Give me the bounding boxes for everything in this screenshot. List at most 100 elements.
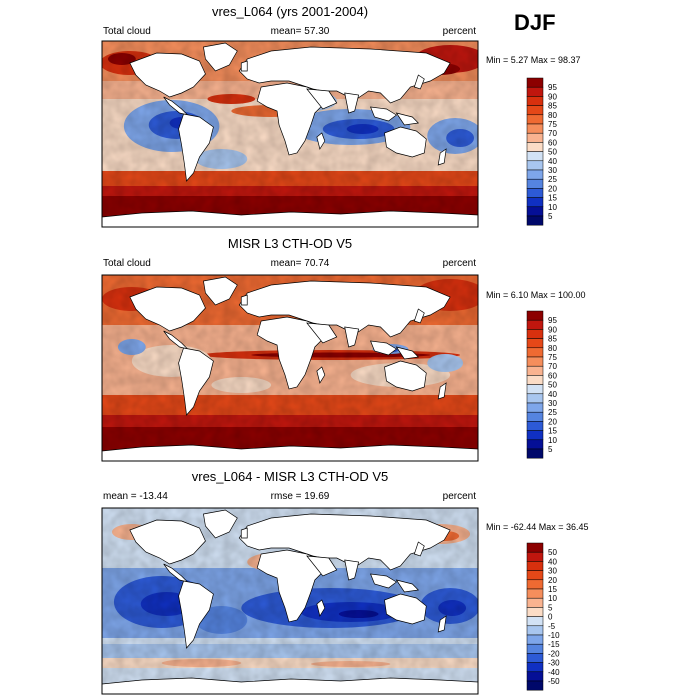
panel-1-map [102, 41, 478, 227]
panel-3-stats: Min = -62.44 Max = 36.45 [486, 522, 589, 532]
colorbar-tick-label: 5 [548, 212, 553, 221]
colorbar-box [526, 169, 544, 180]
colorbar-tick-label: -30 [548, 659, 560, 668]
colorbar-tick-label: -50 [548, 677, 560, 686]
panel-1-title: vres_L064 (yrs 2001-2004) [212, 4, 368, 19]
colorbar-box [526, 123, 544, 134]
colorbar-box [526, 215, 544, 226]
panel-1-frame [101, 40, 479, 228]
panel-obs: MISR L3 CTH-OD V5 Total cloud mean= 70.7… [101, 236, 586, 462]
season-label: DJF [514, 10, 556, 35]
colorbar-box [526, 607, 544, 617]
colorbar-tick-label: 25 [548, 408, 557, 417]
colorbar-box [526, 310, 544, 321]
colorbar-box [526, 597, 544, 608]
colorbar-tick-label: 5 [548, 603, 553, 612]
panel-diff: vres_L064 - MISR L3 CTH-OD V5 mean = -13… [101, 469, 589, 695]
colorbar-box [526, 662, 544, 673]
colorbar-tick-label: 50 [548, 381, 557, 390]
colorbar-box [526, 151, 544, 162]
colorbar-box [526, 448, 544, 459]
colorbar-tick-label: 60 [548, 371, 557, 380]
colorbar-tick-label: 30 [548, 166, 557, 175]
colorbar-tick-label: 80 [548, 344, 557, 353]
colorbar-tick-label: 75 [548, 120, 557, 129]
colorbar-box [526, 206, 544, 217]
panel-2-map [102, 275, 478, 461]
colorbar-box [526, 393, 544, 404]
colorbar-box [526, 653, 544, 663]
panel-3-center-label: rmse = 19.69 [271, 491, 330, 502]
colorbar-tick-label: 70 [548, 362, 557, 371]
colorbar-tick-label: 10 [548, 203, 557, 212]
panel-3-left-label: mean = -13.44 [103, 491, 168, 502]
panel-2-units: percent [443, 258, 477, 269]
panel-model: vres_L064 (yrs 2001-2004) Total cloud me… [101, 4, 581, 228]
colorbar-box [526, 671, 544, 682]
panel-3-frame [101, 507, 479, 695]
colorbar-box [526, 375, 544, 385]
colorbar-box [526, 411, 544, 422]
colorbar-tick-label: 95 [548, 83, 557, 92]
colorbar-box [526, 439, 544, 450]
colorbar-box [526, 579, 544, 590]
colorbar-tick-label: 40 [548, 557, 557, 566]
colorbar-box [526, 338, 544, 349]
colorbar-tick-label: -15 [548, 640, 560, 649]
colorbar-box [526, 197, 544, 208]
colorbar-tick-label: -5 [548, 622, 556, 631]
colorbar-tick-label: 10 [548, 594, 557, 603]
colorbar-tick-label: 60 [548, 138, 557, 147]
colorbar-tick-label: 15 [548, 194, 557, 203]
colorbar-tick-label: 80 [548, 111, 557, 120]
colorbar-box [526, 105, 544, 116]
panel-3-map [102, 508, 478, 694]
colorbar-tick-label: 15 [548, 427, 557, 436]
panel-2-title: MISR L3 CTH-OD V5 [228, 236, 352, 251]
colorbar-tick-label: 95 [548, 316, 557, 325]
panel-2-frame [101, 274, 479, 462]
colorbar-box [526, 542, 544, 553]
colorbar-tick-label: 50 [548, 548, 557, 557]
colorbar-box [526, 551, 544, 562]
panel-3-title: vres_L064 - MISR L3 CTH-OD V5 [192, 469, 389, 484]
panel-1-stats: Min = 5.27 Max = 98.37 [486, 55, 581, 65]
colorbar-box [526, 329, 544, 339]
colorbar-tick-label: 40 [548, 390, 557, 399]
colorbar-box [526, 132, 544, 143]
colorbar-box [526, 402, 544, 413]
colorbar-box [526, 384, 544, 395]
colorbar-tick-label: 20 [548, 576, 557, 585]
panel-1-left-label: Total cloud [103, 26, 151, 37]
colorbar-tick-label: 30 [548, 399, 557, 408]
colorbar-tick-label: 90 [548, 92, 557, 101]
colorbar-tick-label: 70 [548, 129, 557, 138]
colorbar-box [526, 178, 544, 189]
colorbar-tick-label: 85 [548, 335, 557, 344]
panel-2-center-label: mean= 70.74 [271, 258, 330, 269]
colorbar-box [526, 319, 544, 330]
colorbar-box [526, 680, 544, 691]
panel-1-center-label: mean= 57.30 [271, 26, 330, 37]
colorbar-tick-label: 50 [548, 148, 557, 157]
colorbar-box [526, 588, 544, 599]
panel-2-stats: Min = 6.10 Max = 100.00 [486, 290, 586, 300]
colorbar-tick-label: -40 [548, 668, 560, 677]
colorbar-box [526, 561, 544, 571]
colorbar-box [526, 114, 544, 125]
colorbar-tick-label: 5 [548, 445, 553, 454]
colorbar-tick-label: 25 [548, 175, 557, 184]
colorbar-box [526, 160, 544, 171]
colorbar-tick-label: 90 [548, 325, 557, 334]
colorbar-box [526, 421, 544, 431]
colorbar-tick-label: 40 [548, 157, 557, 166]
colorbar-box [526, 570, 544, 581]
colorbar-tick-label: 30 [548, 567, 557, 576]
colorbar-box [526, 77, 544, 88]
panel-3-units: percent [443, 491, 477, 502]
colorbar-box [526, 643, 544, 654]
